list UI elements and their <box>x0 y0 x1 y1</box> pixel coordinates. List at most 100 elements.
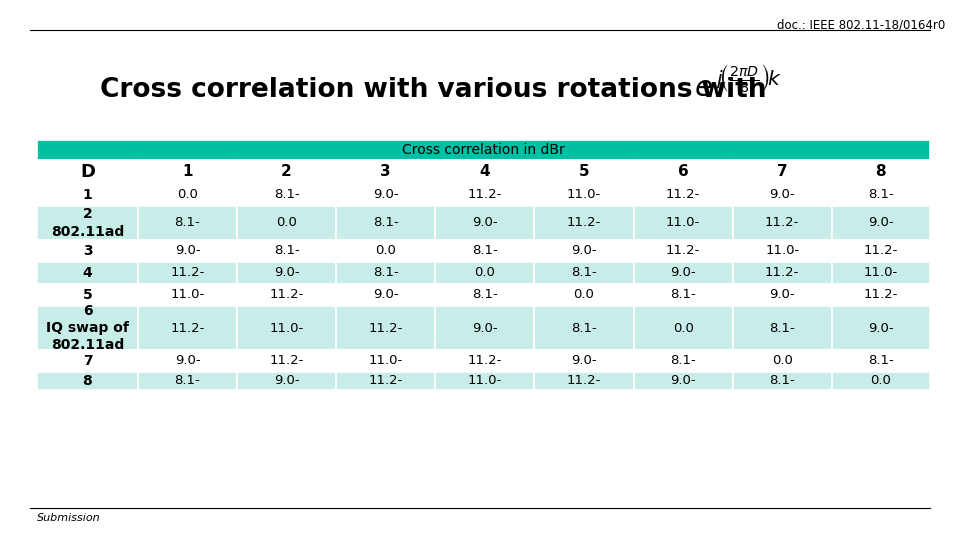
Text: 11.2-: 11.2- <box>666 245 700 258</box>
Text: 9.0-: 9.0- <box>670 267 696 280</box>
Text: 9.0-: 9.0- <box>571 354 597 368</box>
Bar <box>336 284 435 306</box>
Text: 8.1-: 8.1- <box>372 267 398 280</box>
Bar <box>37 350 138 372</box>
Bar <box>138 350 237 372</box>
Text: 11.2-: 11.2- <box>765 217 800 230</box>
Text: 1: 1 <box>83 188 92 202</box>
Bar <box>831 284 930 306</box>
Bar <box>535 372 634 390</box>
Text: 4: 4 <box>480 165 491 179</box>
Text: 8: 8 <box>876 165 886 179</box>
Bar <box>634 306 732 350</box>
Bar <box>831 372 930 390</box>
Bar <box>435 184 535 206</box>
Text: 6: 6 <box>678 165 688 179</box>
Text: 0.0: 0.0 <box>871 375 891 388</box>
Text: 0.0: 0.0 <box>474 267 495 280</box>
Text: 9.0-: 9.0- <box>175 245 201 258</box>
Bar <box>37 240 138 262</box>
Text: 11.2-: 11.2- <box>666 188 700 201</box>
Bar <box>237 240 336 262</box>
Text: 9.0-: 9.0- <box>472 217 497 230</box>
Bar <box>336 184 435 206</box>
Text: 11.2-: 11.2- <box>566 217 601 230</box>
Bar <box>535 240 634 262</box>
Text: 11.0-: 11.0- <box>566 188 601 201</box>
Text: 0.0: 0.0 <box>772 354 793 368</box>
Bar <box>535 284 634 306</box>
Text: 8.1-: 8.1- <box>274 188 300 201</box>
Bar <box>435 206 535 240</box>
Text: 9.0-: 9.0- <box>472 321 497 334</box>
Bar <box>535 306 634 350</box>
Text: 2: 2 <box>281 165 292 179</box>
Bar <box>831 160 930 184</box>
Text: 8.1-: 8.1- <box>868 188 894 201</box>
Text: 7: 7 <box>777 165 787 179</box>
Bar <box>634 350 732 372</box>
Bar <box>237 284 336 306</box>
Bar <box>634 184 732 206</box>
Bar <box>237 206 336 240</box>
Text: 0.0: 0.0 <box>276 217 297 230</box>
Text: 9.0-: 9.0- <box>769 188 795 201</box>
Text: 5: 5 <box>579 165 589 179</box>
Bar <box>138 262 237 284</box>
Bar <box>634 262 732 284</box>
Text: 8.1-: 8.1- <box>472 288 497 301</box>
Text: $e^{\,j\!\left(\frac{2\pi D}{8}\right)\!k}$: $e^{\,j\!\left(\frac{2\pi D}{8}\right)\!… <box>694 68 781 103</box>
Bar <box>732 350 831 372</box>
Text: 11.0-: 11.0- <box>765 245 800 258</box>
Bar <box>138 206 237 240</box>
Bar <box>435 262 535 284</box>
Text: 0.0: 0.0 <box>177 188 198 201</box>
Bar <box>237 262 336 284</box>
Bar <box>37 184 138 206</box>
Text: 9.0-: 9.0- <box>175 354 201 368</box>
Bar <box>237 350 336 372</box>
Bar <box>138 306 237 350</box>
Text: 9.0-: 9.0- <box>571 245 597 258</box>
Bar <box>732 306 831 350</box>
Text: 8.1-: 8.1- <box>274 245 300 258</box>
Text: 8.1-: 8.1- <box>769 321 795 334</box>
Text: 11.2-: 11.2- <box>270 354 303 368</box>
Text: 11.2-: 11.2- <box>566 375 601 388</box>
Bar <box>336 240 435 262</box>
Bar <box>435 306 535 350</box>
Bar <box>336 372 435 390</box>
Bar <box>237 160 336 184</box>
Bar <box>37 306 138 350</box>
Bar <box>237 372 336 390</box>
Text: 3: 3 <box>380 165 391 179</box>
Bar <box>37 206 138 240</box>
Text: 3: 3 <box>83 244 92 258</box>
Text: 11.2-: 11.2- <box>468 188 502 201</box>
Bar <box>435 372 535 390</box>
Bar <box>37 160 138 184</box>
Text: 11.2-: 11.2- <box>369 321 403 334</box>
Text: Submission: Submission <box>37 513 101 523</box>
Bar <box>732 372 831 390</box>
Bar <box>336 206 435 240</box>
Bar <box>831 240 930 262</box>
Bar <box>435 160 535 184</box>
Text: 8.1-: 8.1- <box>868 354 894 368</box>
Text: 11.2-: 11.2- <box>864 288 898 301</box>
Text: 11.0-: 11.0- <box>369 354 403 368</box>
Text: 9.0-: 9.0- <box>868 217 894 230</box>
Text: 11.2-: 11.2- <box>170 321 204 334</box>
Bar <box>435 350 535 372</box>
Text: 9.0-: 9.0- <box>372 188 398 201</box>
Bar <box>336 350 435 372</box>
Bar <box>831 206 930 240</box>
Text: 6
IQ swap of
802.11ad: 6 IQ swap of 802.11ad <box>46 303 129 352</box>
Bar <box>634 160 732 184</box>
Text: 11.2-: 11.2- <box>270 288 303 301</box>
Text: 8.1-: 8.1- <box>670 288 696 301</box>
Bar <box>336 262 435 284</box>
Bar <box>138 372 237 390</box>
Bar <box>535 350 634 372</box>
Text: 1: 1 <box>182 165 193 179</box>
